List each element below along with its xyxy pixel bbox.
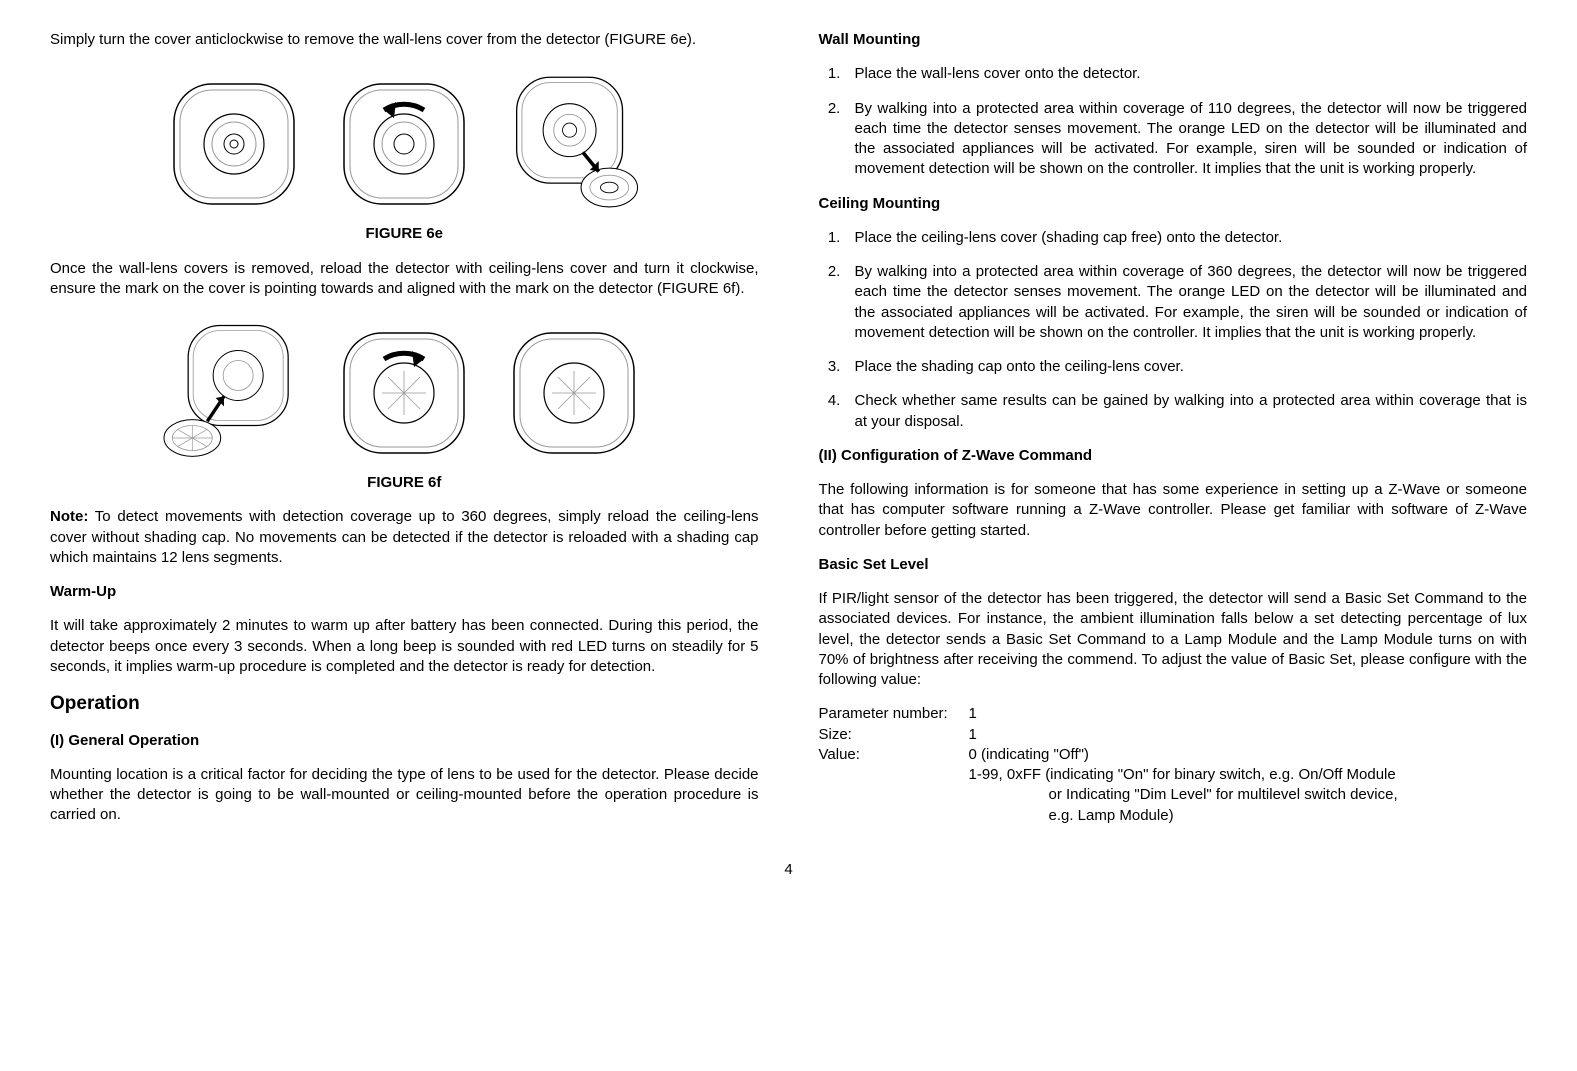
detector-insert-icon <box>154 313 314 463</box>
detector-final-icon <box>494 313 654 463</box>
warmup-text: It will take approximately 2 minutes to … <box>50 616 759 677</box>
figure-6f-text: FIGURE 6f <box>367 474 441 491</box>
figure-6e-text: FIGURE 6e <box>365 225 443 242</box>
param-block: Parameter number: 1 Size: 1 Value: 0 (in… <box>819 704 1528 826</box>
left-column: Simply turn the cover anticlockwise to r… <box>50 30 759 840</box>
param-value-1: 0 (indicating "Off") <box>969 745 1528 765</box>
param-size-label: Size: <box>819 725 969 745</box>
figure-6f-row <box>50 313 759 463</box>
detector-arrow-icon <box>324 64 484 214</box>
wall-mount-heading: Wall Mounting <box>819 30 1528 50</box>
page-number: 4 <box>50 860 1527 880</box>
config-heading: (II) Configuration of Z-Wave Command <box>819 446 1528 466</box>
note-label: Note: <box>50 508 88 525</box>
list-item: Place the ceiling-lens cover (shading ca… <box>845 228 1528 248</box>
param-number-label: Parameter number: <box>819 704 969 724</box>
list-item: Check whether same results can be gained… <box>845 391 1528 432</box>
detector-clockwise-icon <box>324 313 484 463</box>
param-value-2: 1-99, 0xFF (indicating "On" for binary s… <box>819 765 1528 785</box>
ceil-mount-heading: Ceiling Mounting <box>819 194 1528 214</box>
figure-6e-label: FIGURE 6e <box>50 224 759 244</box>
basic-set-heading: Basic Set Level <box>819 555 1528 575</box>
ceil-mount-list: Place the ceiling-lens cover (shading ca… <box>819 228 1528 432</box>
param-value-3: or Indicating "Dim Level" for multilevel… <box>819 785 1528 805</box>
param-value-4: e.g. Lamp Module) <box>819 806 1528 826</box>
config-text: The following information is for someone… <box>819 480 1528 541</box>
para-reload-cover: Once the wall-lens covers is removed, re… <box>50 259 759 300</box>
param-value-row: Value: 0 (indicating "Off") <box>819 745 1528 765</box>
general-op-text: Mounting location is a critical factor f… <box>50 765 759 826</box>
para-remove-cover: Simply turn the cover anticlockwise to r… <box>50 30 759 50</box>
note-text: To detect movements with detection cover… <box>50 508 759 566</box>
list-item: Place the shading cap onto the ceiling-l… <box>845 357 1528 377</box>
wall-mount-list: Place the wall-lens cover onto the detec… <box>819 64 1528 179</box>
list-item: By walking into a protected area within … <box>845 99 1528 180</box>
figure-6e-row <box>50 64 759 214</box>
detector-icon <box>154 64 314 214</box>
figure-6f-label: FIGURE 6f <box>50 473 759 493</box>
list-item: Place the wall-lens cover onto the detec… <box>845 64 1528 84</box>
list-item: By walking into a protected area within … <box>845 262 1528 343</box>
operation-heading: Operation <box>50 691 759 717</box>
warmup-heading: Warm-Up <box>50 582 759 602</box>
param-size-row: Size: 1 <box>819 725 1528 745</box>
general-op-heading: (I) General Operation <box>50 731 759 751</box>
page-container: Simply turn the cover anticlockwise to r… <box>50 30 1527 840</box>
param-number-value: 1 <box>969 704 1528 724</box>
detector-removed-lens-icon <box>494 64 654 214</box>
basic-set-text: If PIR/light sensor of the detector has … <box>819 589 1528 690</box>
param-number-row: Parameter number: 1 <box>819 704 1528 724</box>
note-paragraph: Note: To detect movements with detection… <box>50 507 759 568</box>
param-value-label: Value: <box>819 745 969 765</box>
right-column: Wall Mounting Place the wall-lens cover … <box>819 30 1528 840</box>
param-size-value: 1 <box>969 725 1528 745</box>
